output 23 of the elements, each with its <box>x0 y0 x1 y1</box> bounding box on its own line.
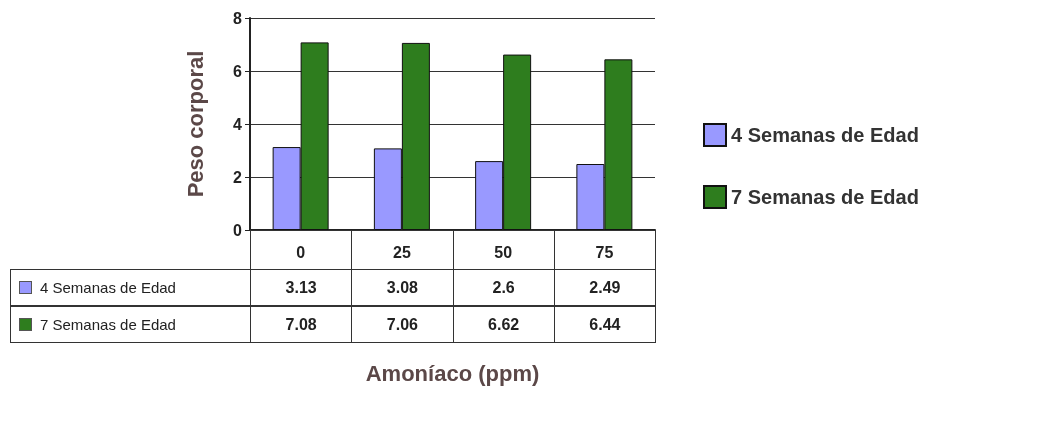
data-label: 2.6 <box>452 269 555 306</box>
x-axis-title: Amoníaco (ppm) <box>365 360 540 386</box>
y-tick-label: 8 <box>233 9 243 27</box>
legend-label: 7 Semanas de Edad <box>731 186 919 208</box>
data-label: 6.62 <box>452 306 555 343</box>
data-label: 7.06 <box>351 306 454 343</box>
text: 4 Semanas de Edad <box>731 124 919 146</box>
text: 7 Semanas de Edad <box>40 316 176 333</box>
y-tick-label: 6 <box>233 62 243 80</box>
data-label: 3.13 <box>250 269 353 306</box>
x-tick-label: 25 <box>392 243 411 261</box>
x-tick-label: 75 <box>595 243 614 261</box>
legend-label: 4 Semanas de Edad <box>40 279 176 296</box>
x-tick-label: 0 <box>296 243 306 261</box>
data-label: 2.49 <box>553 269 656 306</box>
data-label: 3.08 <box>351 269 454 306</box>
data-label: 6.44 <box>553 306 656 343</box>
data-label: 7.08 <box>250 306 353 343</box>
y-tick-label: 2 <box>233 168 243 186</box>
y-tick-label: 4 <box>233 115 243 133</box>
y-tick-label: 0 <box>233 221 243 239</box>
y-axis-title: Peso corporal <box>182 50 208 198</box>
x-tick-label: 50 <box>494 243 513 261</box>
